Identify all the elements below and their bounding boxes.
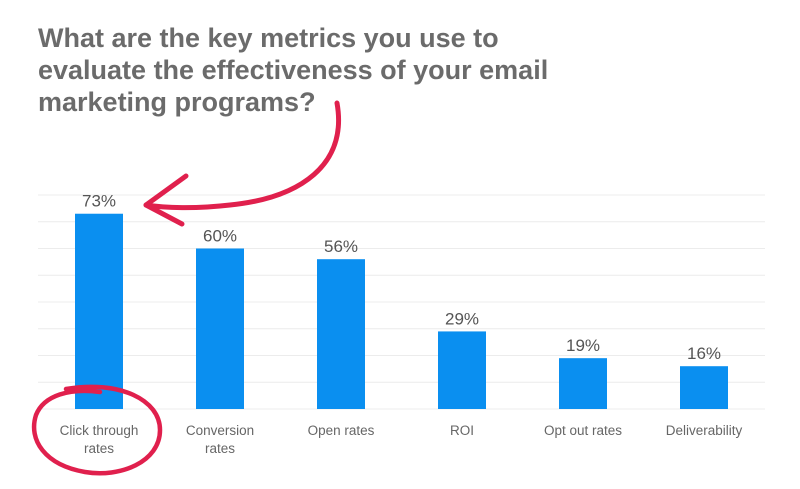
arrow-shaft xyxy=(143,100,341,211)
bar xyxy=(680,366,728,409)
data-label: 56% xyxy=(324,237,358,256)
category-label: Opt out rates xyxy=(544,423,622,438)
bar xyxy=(317,259,365,409)
data-label: 73% xyxy=(82,192,116,211)
bar xyxy=(75,213,123,409)
chart-title: What are the key metrics you use to eval… xyxy=(38,23,549,117)
arrow-head-icon xyxy=(143,173,189,227)
data-label: 60% xyxy=(203,227,237,246)
data-label: 16% xyxy=(687,344,721,363)
bar xyxy=(559,358,607,409)
category-label: Deliverability xyxy=(666,423,743,438)
bar xyxy=(196,248,244,409)
data-label: 19% xyxy=(566,336,600,355)
category-label: ROI xyxy=(450,423,474,438)
annotation-circle xyxy=(31,384,163,476)
category-label: Open rates xyxy=(308,423,375,438)
category-label: Click through xyxy=(60,423,139,438)
category-label: rates xyxy=(84,441,114,456)
data-label: 29% xyxy=(445,309,479,328)
bar xyxy=(438,331,486,409)
category-label: Conversion xyxy=(186,423,254,438)
category-label: rates xyxy=(205,441,235,456)
